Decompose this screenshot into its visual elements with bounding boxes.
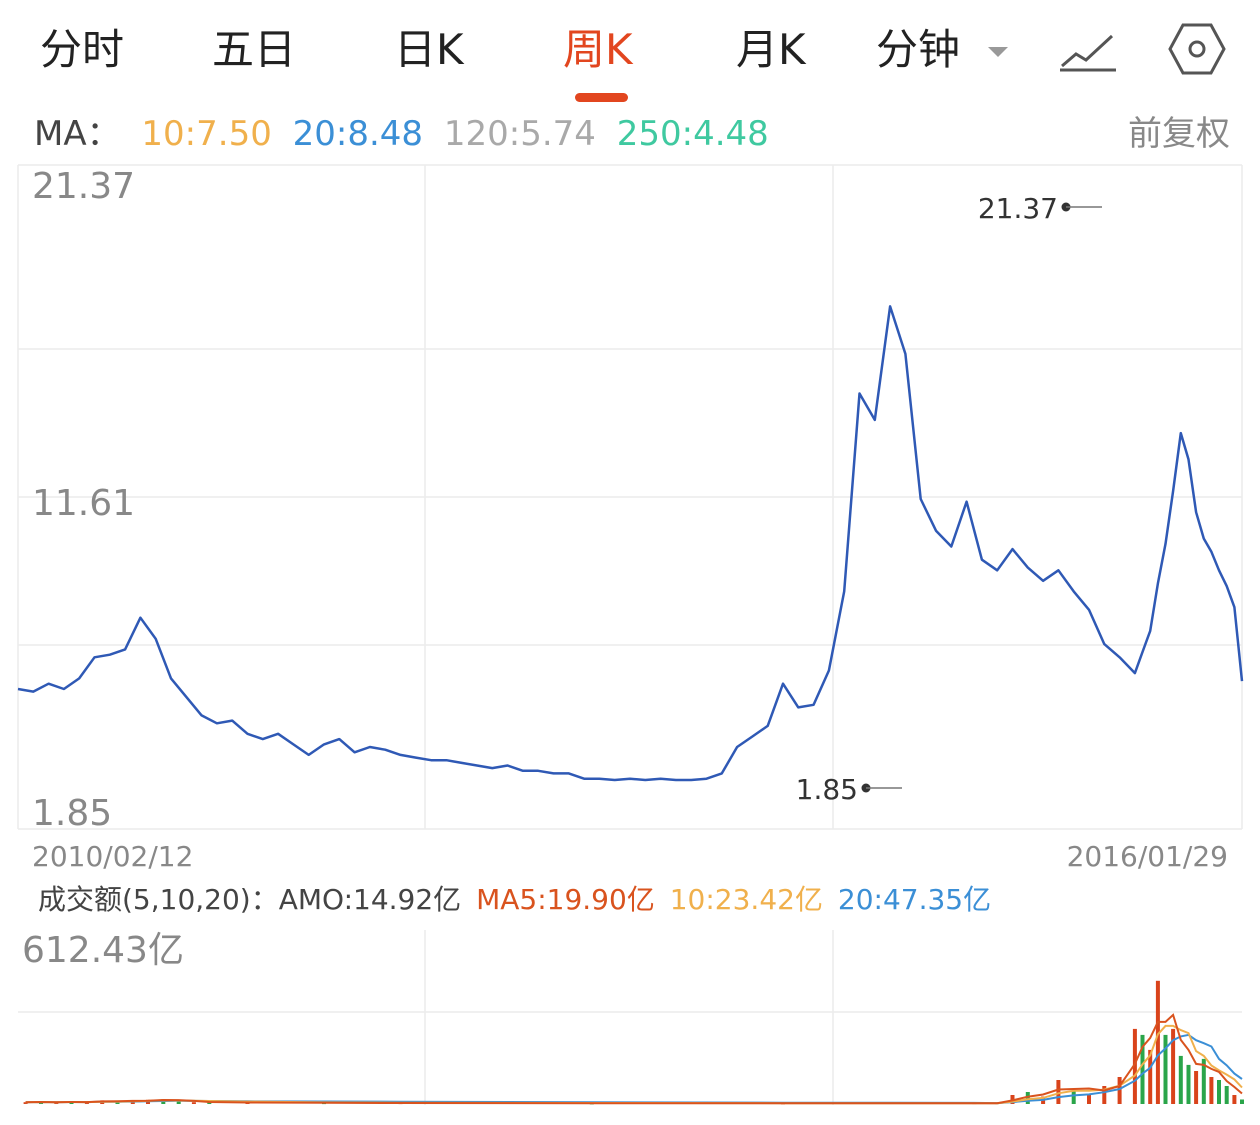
active-tab-indicator [575,93,628,102]
ma250-value: 250:4.48 [616,114,769,154]
volume-bar [1155,980,1160,1104]
volume-bar [1217,1080,1221,1104]
x-label-start: 2010/02/12 [32,840,193,873]
volume-bar [1186,1064,1191,1104]
volume-bar [1025,1092,1030,1104]
tab-minute[interactable]: 分钟 [876,25,961,74]
volume-ma5: MA5:19.90亿 [476,883,655,916]
volume-bar [1163,1034,1168,1104]
volume-bar [1140,1034,1145,1104]
min-marker: 1.85 [796,773,902,806]
volume-ma10: 10:23.42亿 [669,883,823,916]
x-label-end: 2016/01/29 [1067,840,1228,873]
volume-bar [1178,1055,1183,1104]
volume-bar [1132,1028,1137,1104]
ma-label: MA： [34,114,121,154]
volume-bar [1102,1086,1107,1104]
y-tick-min: 1.85 [32,793,112,834]
price-grid [17,164,1243,830]
volume-bar [1201,1058,1206,1104]
chevron-down-icon[interactable] [988,47,1008,57]
volume-bar [1209,1077,1214,1104]
volume-ma5-line [25,1013,1243,1105]
volume-bar [1148,1049,1153,1104]
volume-bar [1056,1080,1061,1104]
adjustment-toggle[interactable]: 前复权 [1128,114,1230,154]
volume-bar [1087,1095,1091,1104]
period-tabs: 分时 五日 日K 周K 月K 分钟 [0,0,1260,108]
volume-bar [1232,1095,1237,1104]
min-label: 1.85 [796,773,858,806]
volume-amo-label: 成交额(5,10,20)：AMO:14.92亿 [38,883,462,916]
volume-bar [176,1101,181,1104]
volume-bar [54,1102,59,1104]
volume-legend: 成交额(5,10,20)：AMO:14.92亿 MA5:19.90亿 10:23… [38,880,997,920]
price-chart: 21.37 11.61 1.85 2010/02/12 2016/01/29 2… [17,164,1244,873]
ma10-value: 10:7.50 [141,114,272,154]
volume-bar [1194,1071,1199,1104]
tab-weekly-k[interactable]: 周K [563,25,633,74]
ma-legend: MA： 10:7.50 20:8.48 120:5.74 250:4.48 [34,112,779,156]
volume-bar [23,1102,28,1104]
max-marker: 21.37 [978,192,1102,225]
volume-max-label: 612.43亿 [22,930,184,971]
price-series-line [17,305,1244,782]
chart-line-icon[interactable] [1058,28,1118,72]
volume-bar [191,1102,196,1104]
volume-bar [1117,1077,1122,1104]
max-label: 21.37 [978,192,1058,225]
settings-hexagon-icon[interactable] [1168,22,1226,76]
y-tick-max: 21.37 [32,166,135,207]
ma20-value: 20:8.48 [292,114,424,154]
tab-intraday[interactable]: 分时 [40,25,125,74]
tab-daily-k[interactable]: 日K [394,25,464,74]
y-tick-mid: 11.61 [32,483,135,524]
tab-monthly-k[interactable]: 月K [736,25,806,74]
volume-ma20: 20:47.35亿 [837,883,992,916]
tab-five-day[interactable]: 五日 [212,25,297,74]
volume-bar [1224,1086,1229,1104]
volume-bar [1171,1028,1176,1104]
volume-bar [1240,1099,1244,1104]
volume-bar [1071,1090,1076,1104]
ma120-value: 120:5.74 [443,114,596,154]
volume-bar [207,1102,212,1104]
volume-bars [23,980,1244,1105]
